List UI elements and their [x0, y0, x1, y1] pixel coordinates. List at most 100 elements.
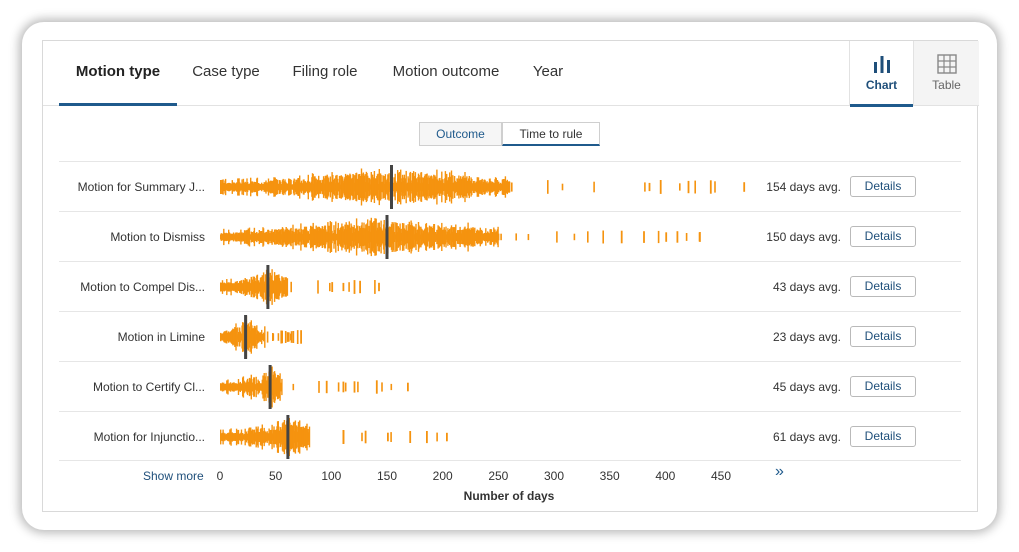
data-tick	[267, 376, 269, 398]
data-tick	[291, 425, 293, 449]
row-average: 154 days avg.	[766, 180, 841, 194]
row-label[interactable]: Motion for Injunctio...	[93, 430, 205, 444]
data-tick	[321, 179, 323, 195]
row-label[interactable]: Motion to Dismiss	[110, 230, 205, 244]
data-tick	[267, 182, 269, 192]
x-tick-label: 150	[376, 469, 398, 483]
data-tick	[261, 379, 263, 395]
data-tick	[355, 172, 358, 202]
average-marker	[286, 415, 290, 459]
chart-view-button[interactable]: Chart	[849, 41, 913, 107]
data-tick	[222, 333, 224, 341]
data-tick	[286, 278, 289, 296]
chart-row: Motion to Compel Dis... 43 days avg. Det…	[59, 261, 961, 311]
main-panel: Motion type Case type Filing role Motion…	[42, 40, 979, 512]
tab-filing-role[interactable]: Filing role	[292, 63, 358, 80]
data-tick	[361, 173, 363, 201]
data-tick	[602, 230, 604, 244]
data-tick	[547, 180, 549, 194]
outcome-toggle-button[interactable]: Outcome	[419, 122, 502, 146]
data-tick	[679, 183, 681, 191]
data-tick	[353, 280, 356, 294]
x-axis-title: Number of days	[463, 489, 555, 503]
data-tick	[276, 274, 279, 300]
tab-motion-type[interactable]: Motion type	[59, 41, 177, 106]
data-tick	[272, 280, 274, 294]
data-tick	[272, 378, 274, 396]
data-tick	[266, 331, 269, 343]
scroll-right-icon[interactable]: »	[775, 463, 784, 480]
data-tick	[301, 229, 303, 245]
data-tick	[378, 282, 380, 292]
data-tick	[246, 182, 249, 192]
data-tick	[242, 183, 244, 191]
data-tick	[337, 382, 340, 392]
data-tick	[400, 181, 402, 193]
data-tick	[620, 230, 623, 244]
details-button[interactable]: Details	[850, 176, 916, 197]
data-tick	[308, 426, 311, 448]
data-tick	[743, 182, 746, 192]
row-label[interactable]: Motion to Compel Dis...	[80, 280, 205, 294]
data-tick	[325, 380, 328, 394]
data-tick	[515, 233, 517, 241]
data-tick	[593, 181, 595, 193]
row-label[interactable]: Motion for Summary J...	[77, 180, 205, 194]
average-marker	[244, 315, 248, 359]
data-tick	[300, 330, 302, 344]
data-tick	[659, 180, 662, 194]
data-tick	[440, 180, 442, 194]
data-tick	[375, 380, 378, 394]
table-view-button[interactable]: Table	[913, 41, 979, 106]
show-more-link[interactable]: Show more	[143, 469, 204, 483]
row-label[interactable]: Motion in Limine	[117, 330, 205, 344]
x-tick-label: 250	[488, 469, 509, 483]
data-tick	[406, 230, 408, 244]
data-tick	[387, 432, 389, 442]
data-tick	[291, 230, 293, 244]
data-tick	[361, 432, 363, 442]
data-tick	[500, 233, 502, 241]
data-tick	[385, 181, 388, 193]
data-tick	[276, 421, 279, 453]
details-button[interactable]: Details	[850, 326, 916, 347]
average-marker	[268, 365, 272, 409]
x-axis: Show more 0 50 100 150 200 250 300 350 400 450 Nu…	[59, 461, 961, 511]
row-label[interactable]: Motion to Certify Cl...	[92, 380, 205, 394]
data-tick	[390, 383, 393, 391]
data-tick	[374, 280, 376, 294]
data-tick	[698, 232, 701, 242]
data-tick	[687, 180, 690, 194]
x-tick-label: 100	[321, 469, 342, 483]
details-button[interactable]: Details	[850, 276, 916, 297]
data-tick	[643, 231, 645, 243]
data-tick	[261, 275, 263, 299]
data-tick	[460, 178, 462, 196]
data-tick	[286, 332, 289, 342]
data-tick	[222, 283, 224, 291]
data-tick	[292, 331, 295, 343]
data-tick	[246, 378, 249, 396]
row-average: 23 days avg.	[772, 330, 841, 344]
details-button[interactable]: Details	[850, 426, 916, 447]
data-tick	[381, 382, 383, 392]
tab-case-type[interactable]: Case type	[192, 63, 260, 80]
data-tick	[246, 324, 249, 350]
data-tick	[267, 433, 269, 441]
data-tick	[267, 229, 269, 245]
time-to-rule-toggle-button[interactable]: Time to rule	[502, 122, 600, 146]
tab-motion-outcome[interactable]: Motion outcome	[392, 63, 500, 80]
row-average: 150 days avg.	[766, 230, 841, 244]
x-tick-label: 450	[710, 469, 732, 483]
data-tick	[342, 282, 345, 292]
chart-row: Motion for Summary J... 154 days avg. De…	[59, 161, 961, 211]
data-tick	[222, 383, 224, 391]
details-button[interactable]: Details	[850, 376, 916, 397]
x-tick-label: 350	[599, 469, 620, 483]
details-button[interactable]: Details	[850, 226, 916, 247]
data-tick	[272, 433, 274, 441]
tab-year[interactable]: Year	[532, 63, 564, 80]
data-tick	[556, 231, 558, 243]
bar-chart-icon	[874, 56, 890, 73]
row-strip	[220, 165, 746, 209]
